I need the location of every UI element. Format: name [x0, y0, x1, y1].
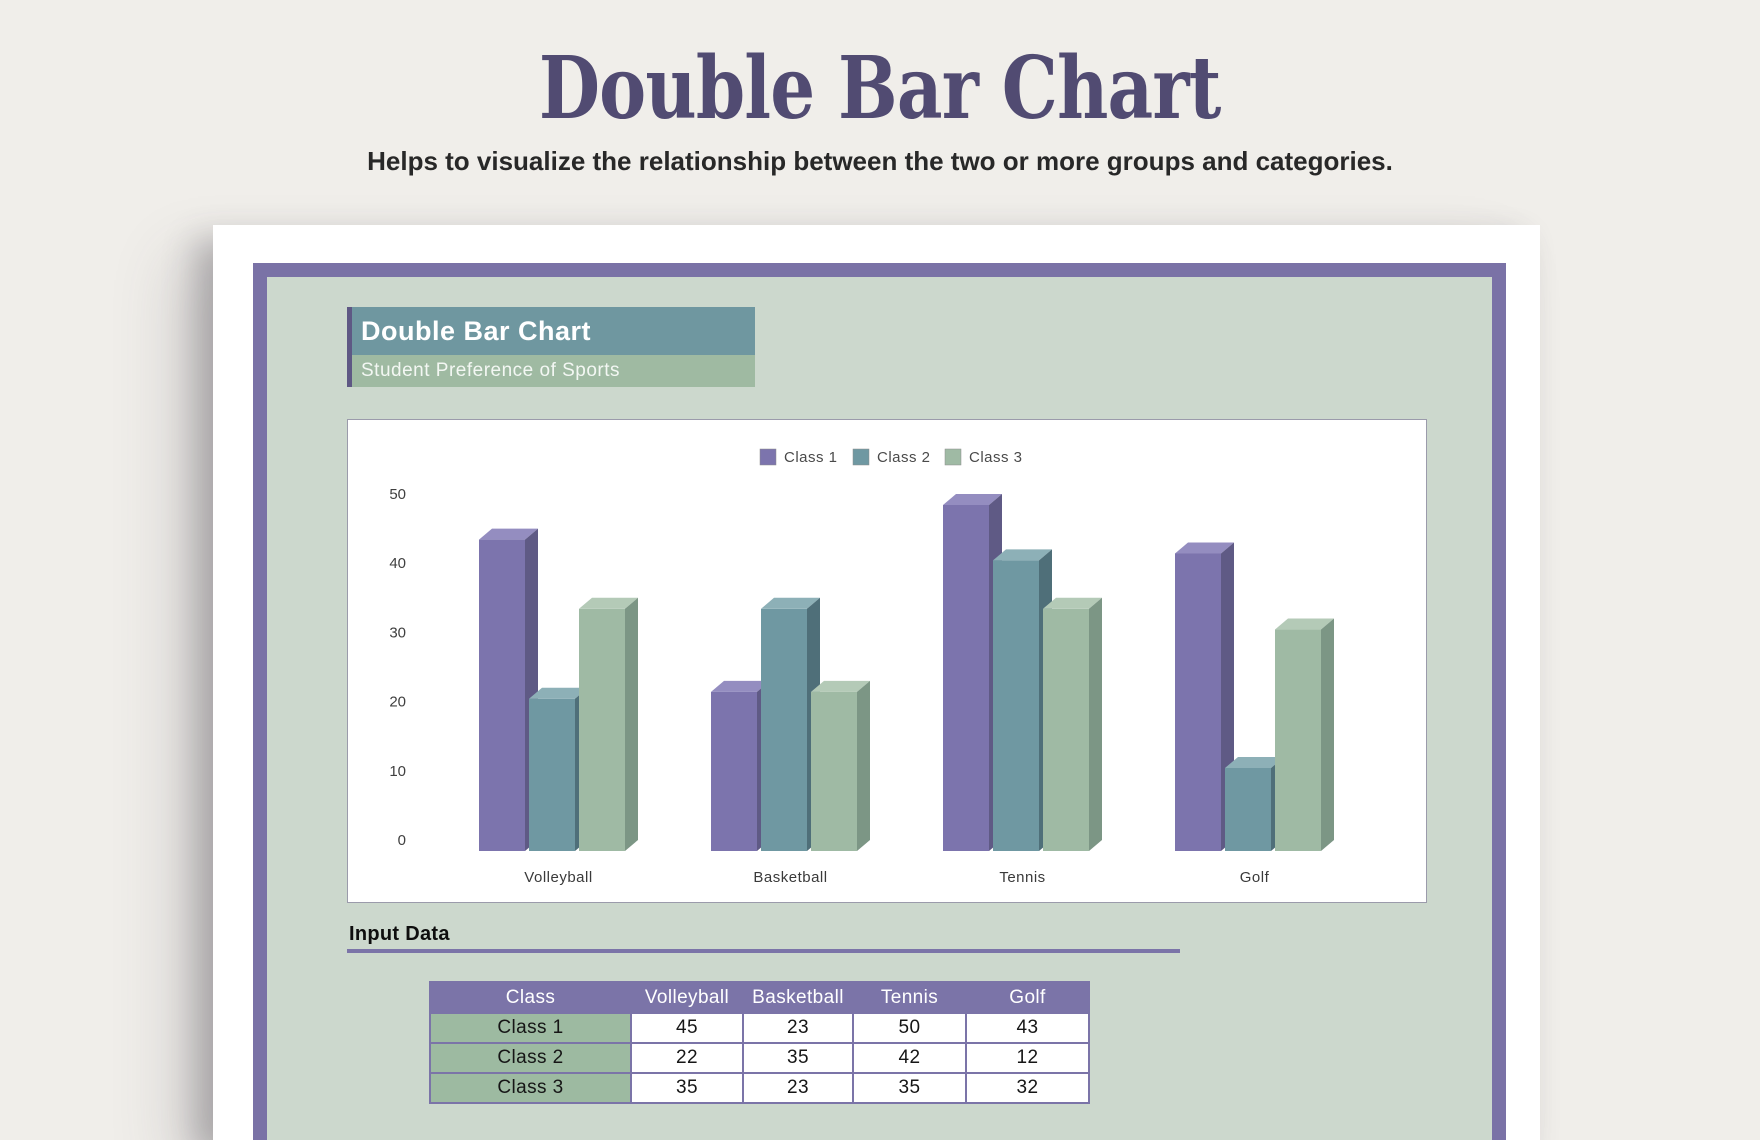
table-header-cell-volleyball: Volleyball — [630, 981, 744, 1014]
table-header-cell-golf: Golf — [965, 981, 1090, 1014]
bar-top-class-3-tennis — [1043, 597, 1102, 609]
bar-front-class-2-basketball — [761, 608, 807, 851]
row-label-cell: Class 1 — [429, 1012, 632, 1044]
table-header-cell-basketball: Basketball — [742, 981, 854, 1014]
x-axis-category-label-golf: Golf — [1240, 869, 1270, 886]
bar-front-class-3-tennis — [1043, 608, 1089, 851]
banner-accent-stripe — [347, 307, 352, 387]
bar-front-class-3-volleyball — [579, 608, 625, 851]
table-header-row: Class Volleyball Basketball Tennis Golf — [429, 981, 1090, 1014]
data-value-cell[interactable]: 35 — [852, 1072, 967, 1104]
bar-front-class-1-volleyball — [479, 539, 525, 851]
banner-subtitle: Student Preference of Sports — [352, 355, 755, 387]
row-label-cell: Class 2 — [429, 1042, 632, 1074]
bar-top-class-1-golf — [1175, 542, 1234, 554]
x-axis-category-label-tennis: Tennis — [999, 869, 1045, 886]
data-value-cell[interactable]: 35 — [630, 1072, 744, 1104]
x-axis-category-label-basketball: Basketball — [753, 869, 827, 886]
worksheet-card: Double Bar Chart Student Preference of S… — [213, 225, 1540, 1140]
data-value-cell[interactable]: 23 — [742, 1012, 854, 1044]
table-row: Class 1 45 23 50 43 — [429, 1012, 1090, 1044]
bar-top-class-2-tennis — [993, 549, 1052, 561]
template-frame: Double Bar Chart Student Preference of S… — [253, 263, 1506, 1140]
legend-label-class-3: Class 3 — [969, 449, 1023, 466]
chart-banner: Double Bar Chart Student Preference of S… — [347, 307, 755, 387]
y-axis-tick-label-10: 10 — [389, 763, 406, 780]
row-label-cell: Class 3 — [429, 1072, 632, 1104]
data-value-cell[interactable]: 43 — [965, 1012, 1090, 1044]
bar-top-class-2-golf — [1225, 756, 1284, 768]
legend-swatch-class-3 — [944, 448, 962, 466]
input-data-table: Class Volleyball Basketball Tennis Golf Class… — [429, 981, 1090, 1104]
bar-top-class-1-basketball — [711, 680, 770, 692]
bar-top-class-1-tennis — [943, 494, 1002, 505]
data-value-cell[interactable]: 42 — [852, 1042, 967, 1074]
y-axis-tick-label-50: 50 — [389, 486, 406, 503]
bar-side-class-3-volleyball — [625, 597, 638, 851]
bar-front-class-3-basketball — [811, 691, 857, 851]
chart-canvas: 0 10 20 30 40 50 Volleyball Basketball Tennis Gol… — [389, 448, 1334, 886]
bar-side-class-3-basketball — [857, 680, 870, 851]
legend-swatch-class-2 — [852, 448, 870, 466]
bar-top-class-3-golf — [1275, 618, 1334, 630]
bar-front-class-2-golf — [1225, 767, 1271, 851]
banner-title: Double Bar Chart — [352, 307, 755, 355]
table-row: Class 3 35 23 35 32 — [429, 1072, 1090, 1104]
input-data-heading: Input Data — [349, 923, 450, 945]
bar-front-class-1-golf — [1175, 553, 1221, 851]
legend-label-class-2: Class 2 — [877, 449, 931, 466]
double-bar-chart: 0 10 20 30 40 50 Volleyball Basketball Tennis Gol… — [347, 419, 1427, 903]
bar-top-class-1-volleyball — [479, 528, 538, 540]
bar-front-class-2-volleyball — [529, 698, 575, 851]
bar-side-class-3-golf — [1321, 618, 1334, 851]
y-axis-tick-label-40: 40 — [389, 555, 406, 572]
y-axis-tick-label-20: 20 — [389, 694, 406, 711]
y-axis-tick-label-30: 30 — [389, 624, 406, 641]
y-axis-tick-label-0: 0 — [398, 832, 406, 849]
input-data-table-wrap: Class Volleyball Basketball Tennis Golf Class… — [429, 981, 1090, 1104]
data-value-cell[interactable]: 23 — [742, 1072, 854, 1104]
page-header: Double Bar Chart Helps to visualize the … — [0, 0, 1760, 177]
input-data-underline — [347, 949, 1180, 953]
table-header-cell-class: Class — [429, 981, 632, 1014]
bar-side-class-3-tennis — [1089, 597, 1102, 851]
data-value-cell[interactable]: 45 — [630, 1012, 744, 1044]
bar-front-class-2-tennis — [993, 560, 1039, 851]
data-value-cell[interactable]: 35 — [742, 1042, 854, 1074]
data-value-cell[interactable]: 12 — [965, 1042, 1090, 1074]
bar-top-class-3-basketball — [811, 680, 870, 692]
legend-swatch-class-1 — [759, 448, 777, 466]
table-row: Class 2 22 35 42 12 — [429, 1042, 1090, 1074]
page-subtitle: Helps to visualize the relationship betw… — [367, 146, 1393, 176]
bar-top-class-2-basketball — [761, 597, 820, 609]
page-title: Double Bar Chart — [539, 38, 1222, 139]
bar-top-class-3-volleyball — [579, 597, 638, 609]
legend-label-class-1: Class 1 — [784, 449, 838, 466]
data-value-cell[interactable]: 22 — [630, 1042, 744, 1074]
bar-front-class-1-tennis — [943, 505, 989, 851]
data-value-cell[interactable]: 32 — [965, 1072, 1090, 1104]
bar-front-class-1-basketball — [711, 691, 757, 851]
x-axis-category-label-volleyball: Volleyball — [524, 869, 592, 886]
table-header-cell-tennis: Tennis — [852, 981, 967, 1014]
bar-front-class-3-golf — [1275, 629, 1321, 851]
data-value-cell[interactable]: 50 — [852, 1012, 967, 1044]
bar-top-class-2-volleyball — [529, 687, 588, 699]
